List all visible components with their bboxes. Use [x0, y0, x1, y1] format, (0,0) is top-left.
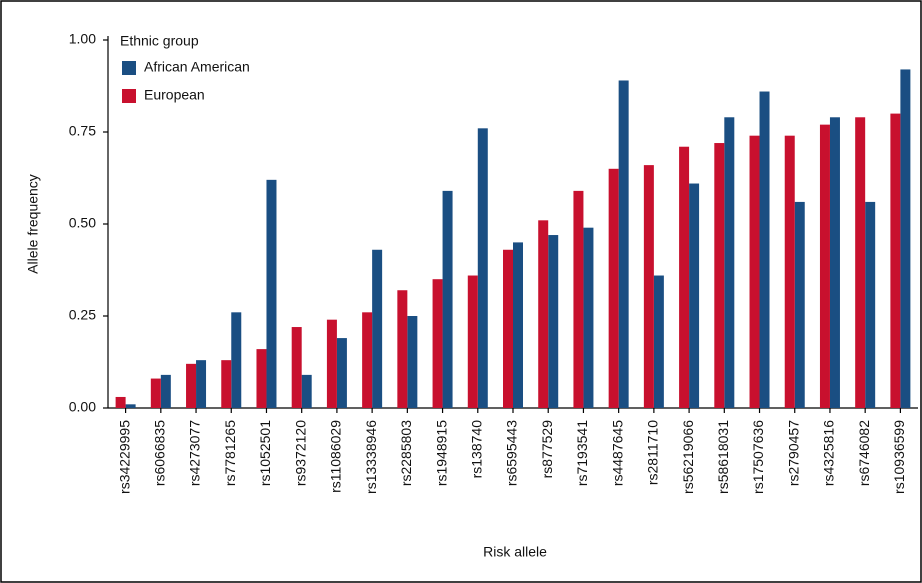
y-axis-title: Allele frequency	[25, 174, 41, 274]
x-tick-label: rs13338946	[363, 420, 379, 494]
bar	[643, 165, 654, 408]
bar	[432, 279, 443, 408]
legend-swatch	[122, 89, 136, 103]
bar	[186, 363, 197, 408]
bar	[467, 275, 478, 408]
x-tick-label: rs56219066	[680, 420, 696, 494]
bar	[608, 168, 619, 408]
bar	[407, 316, 418, 408]
bar	[150, 378, 161, 408]
y-tick-label: 0.25	[69, 307, 96, 323]
bar	[372, 249, 383, 408]
bar	[538, 220, 549, 408]
bar	[855, 117, 866, 408]
x-tick-label: rs4487645	[609, 420, 625, 486]
legend-swatch	[122, 61, 136, 75]
legend-label: African American	[144, 59, 250, 75]
bar	[326, 319, 337, 408]
bar	[583, 227, 594, 408]
x-tick-label: rs1948915	[433, 420, 449, 486]
x-tick-label: rs11086029	[328, 420, 344, 493]
x-tick-label: rs34229995	[116, 420, 132, 494]
bar	[548, 235, 559, 408]
legend-title: Ethnic group	[120, 33, 199, 49]
y-tick-label: 0.50	[69, 215, 96, 231]
x-tick-label: rs9372120	[292, 420, 308, 486]
bar	[362, 312, 373, 408]
x-tick-label: rs6066835	[152, 420, 168, 486]
bar	[160, 374, 171, 408]
x-tick-label: rs2790457	[785, 420, 801, 486]
x-tick-label: rs6595443	[504, 420, 520, 486]
bar	[503, 249, 513, 408]
bar	[266, 179, 277, 408]
bar	[653, 275, 664, 408]
bar	[477, 128, 488, 408]
bar	[231, 312, 242, 408]
legend-label: European	[144, 87, 205, 103]
y-tick-label: 0.00	[69, 399, 96, 415]
bar	[794, 201, 805, 408]
x-tick-label: rs7193541	[574, 420, 590, 486]
bar	[900, 69, 911, 408]
bar	[819, 124, 830, 408]
bar	[759, 91, 770, 409]
bar	[679, 146, 690, 408]
bar	[301, 374, 312, 408]
x-tick-label: rs138740	[468, 420, 484, 479]
bar	[336, 338, 347, 408]
x-tick-label: rs877529	[539, 420, 555, 479]
bar	[397, 290, 408, 408]
x-tick-label: rs2285803	[398, 420, 414, 486]
bar	[618, 80, 629, 408]
bar	[115, 396, 126, 408]
bar	[749, 135, 760, 408]
x-tick-label: rs4325816	[821, 420, 837, 486]
bar	[125, 404, 136, 408]
x-axis-title: Risk allele	[483, 544, 547, 560]
bar	[573, 190, 584, 408]
y-tick-label: 0.75	[69, 123, 96, 139]
x-tick-label: rs1052501	[257, 420, 273, 486]
bar	[291, 327, 302, 408]
bar	[890, 113, 901, 408]
bar	[256, 349, 267, 408]
bar	[829, 117, 840, 408]
x-tick-label: rs4273077	[187, 420, 203, 486]
bar	[513, 242, 523, 408]
bar	[221, 360, 232, 408]
x-tick-label: rs6746082	[856, 420, 872, 486]
x-tick-label: rs58618031	[715, 420, 731, 494]
bar	[714, 143, 725, 409]
bar	[784, 135, 795, 408]
bar	[724, 117, 735, 408]
y-tick-label: 1.00	[69, 31, 96, 47]
bar	[196, 360, 207, 408]
x-tick-label: rs17507636	[750, 420, 766, 494]
x-tick-label: rs7781265	[222, 420, 238, 486]
bar	[442, 190, 453, 408]
x-tick-label: rs10936599	[891, 420, 907, 494]
x-tick-label: rs2811710	[645, 420, 661, 485]
bar	[689, 183, 700, 408]
bar	[865, 201, 876, 408]
